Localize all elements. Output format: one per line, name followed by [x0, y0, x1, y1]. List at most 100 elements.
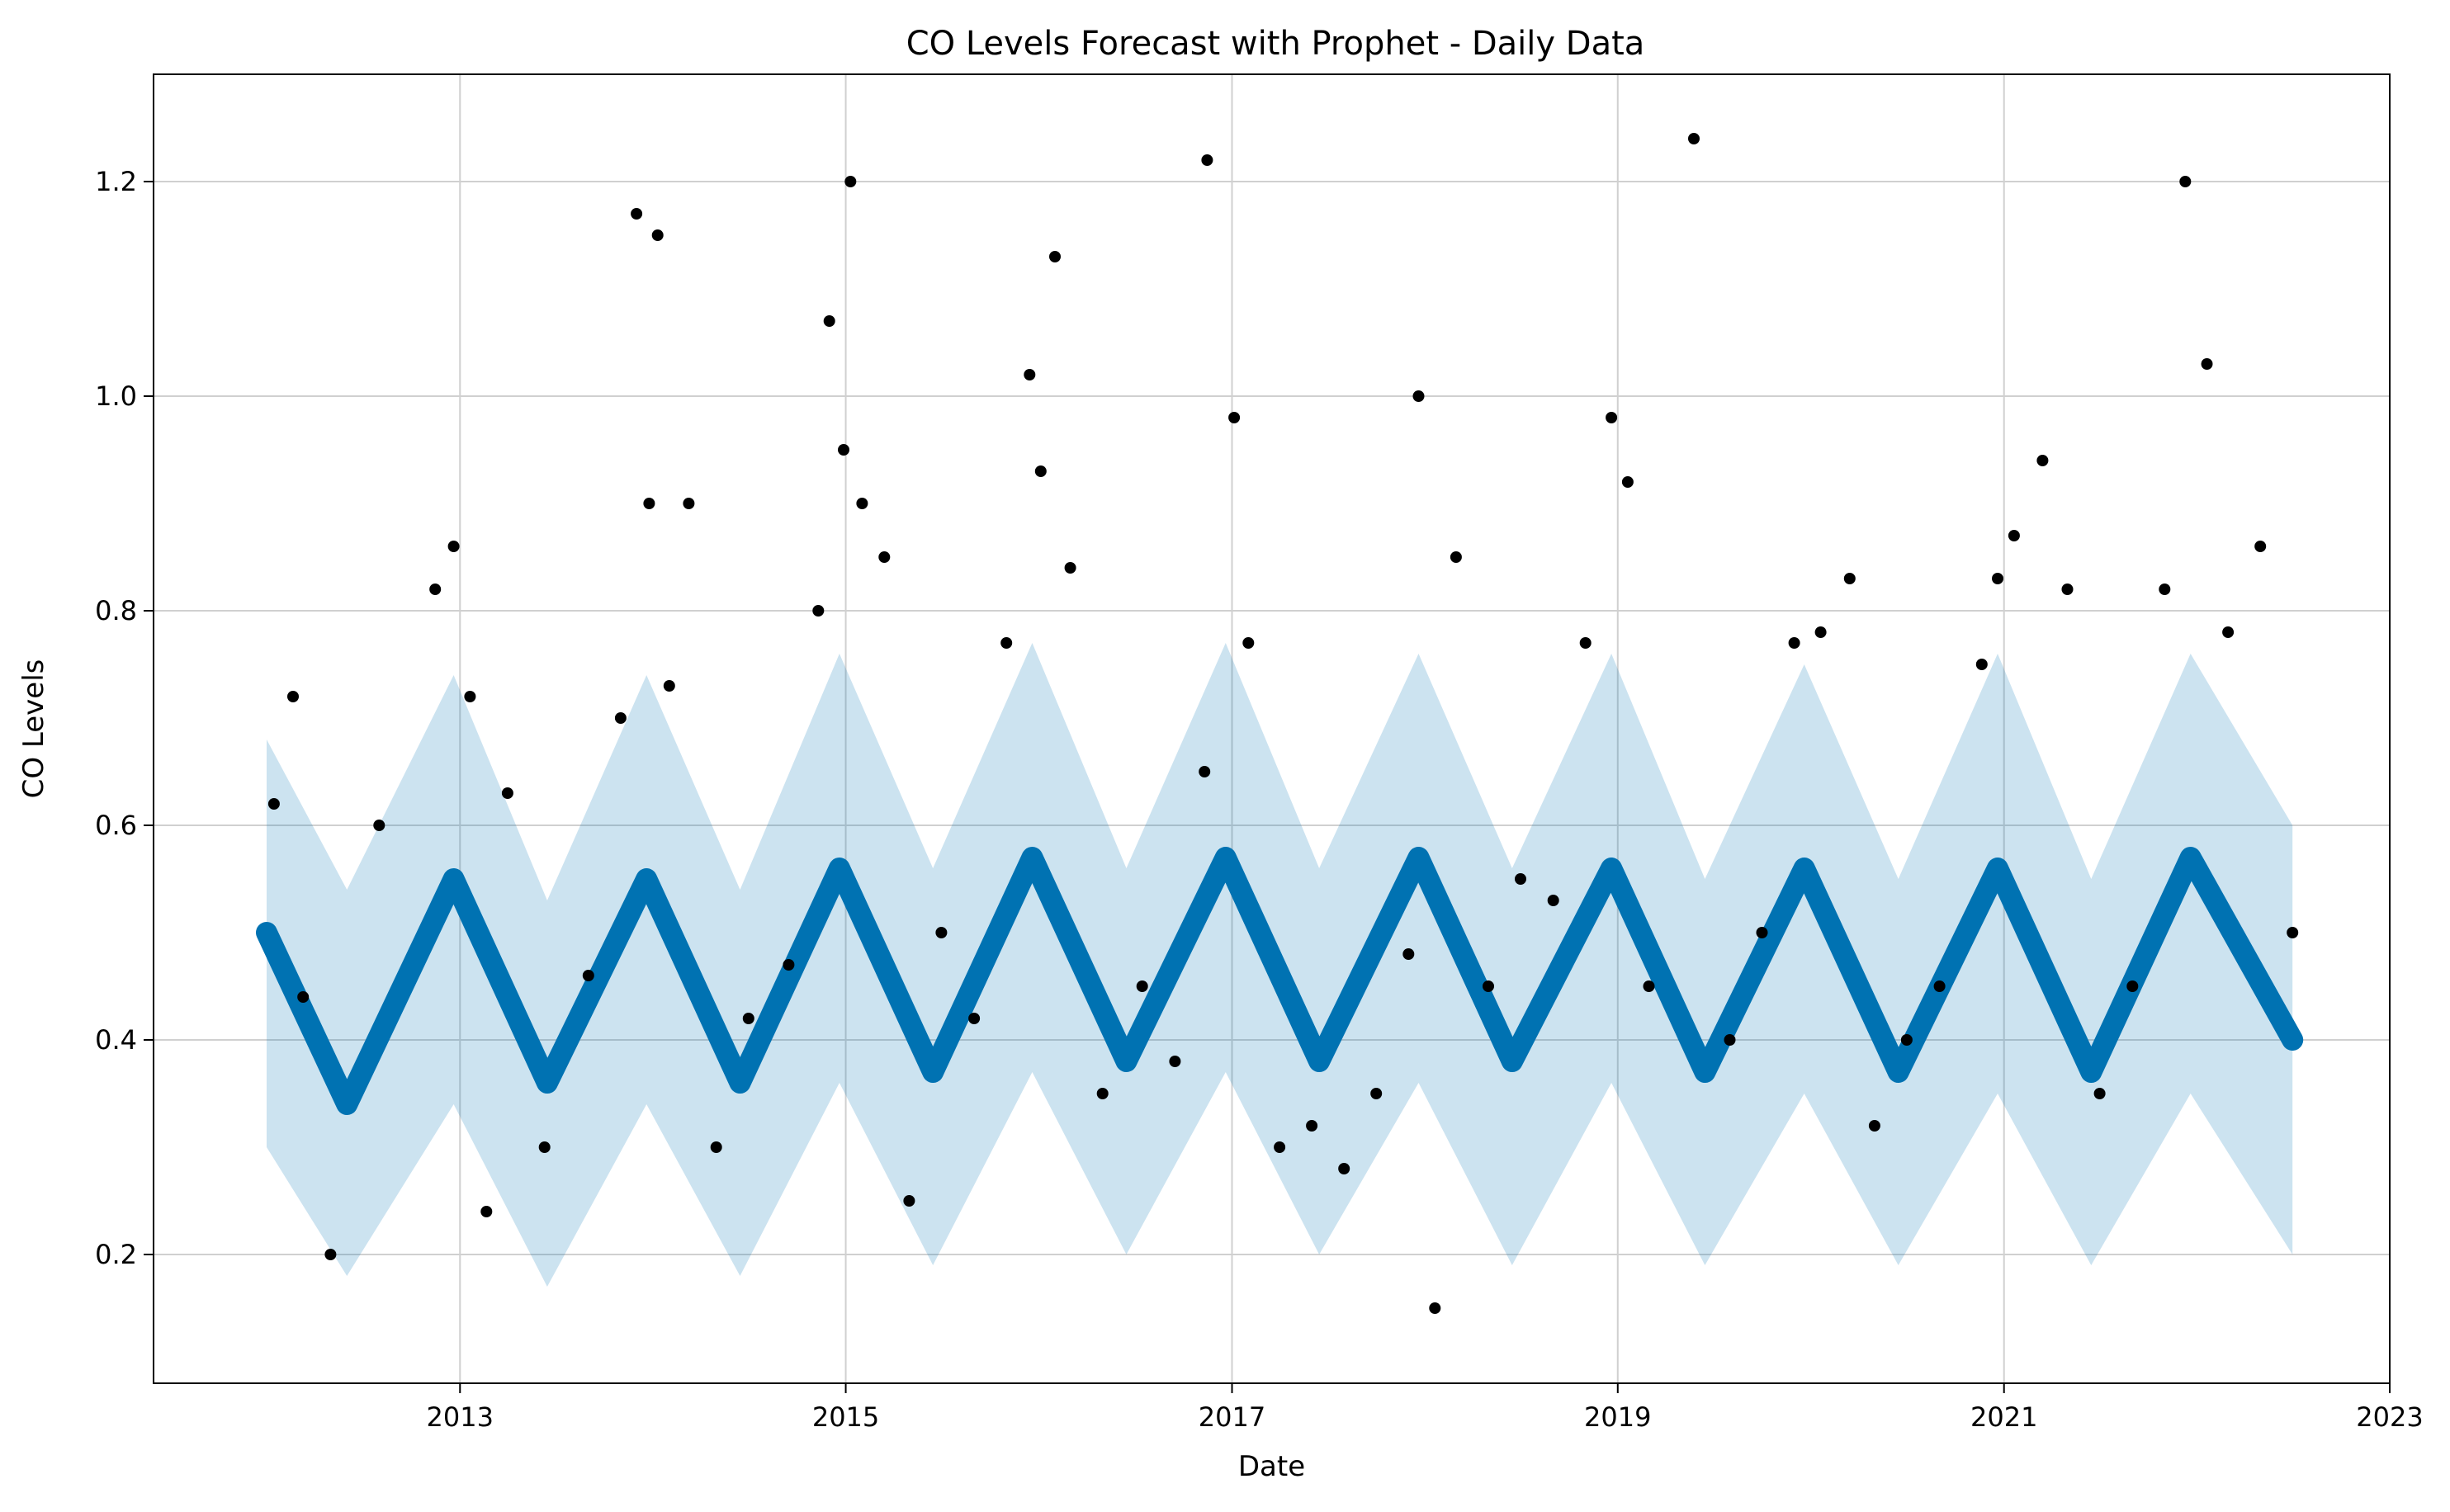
observed-point: [1429, 1302, 1441, 1314]
observed-point: [1483, 980, 1494, 992]
observed-point: [1515, 873, 1526, 885]
observed-point: [1242, 637, 1255, 649]
observed-point: [1306, 1120, 1318, 1132]
observed-point: [2008, 530, 2020, 541]
observed-point: [1169, 1056, 1181, 1067]
observed-point: [1992, 573, 2003, 584]
observed-point: [878, 551, 891, 563]
y-tick-label: 1.0: [95, 380, 137, 412]
observed-point: [1136, 980, 1148, 992]
observed-point: [464, 691, 476, 702]
chart-title: CO Levels Forecast with Prophet - Daily …: [906, 25, 1645, 63]
observed-point: [1000, 637, 1013, 649]
y-tick-label: 1.2: [95, 166, 137, 197]
observed-point: [1933, 980, 1946, 992]
observed-point: [1606, 412, 1618, 423]
observed-point: [631, 208, 643, 220]
observed-point: [287, 691, 299, 702]
observed-point: [1975, 659, 1988, 670]
observed-point: [838, 444, 849, 456]
observed-point: [2179, 176, 2192, 187]
x-axis-label: Date: [1238, 1450, 1305, 1483]
observed-point: [2201, 358, 2213, 370]
x-tick-label: 2019: [1584, 1401, 1651, 1433]
x-axis-ticks: 2013 2015 2017 2019 2021 2023: [427, 1383, 2424, 1433]
observed-point: [1338, 1163, 1350, 1174]
observed-point: [2159, 584, 2171, 595]
observed-point: [2254, 541, 2267, 552]
y-tick-label: 0.4: [95, 1024, 137, 1056]
observed-point: [1688, 133, 1700, 144]
observed-point: [373, 820, 385, 831]
y-tick-label: 0.6: [95, 810, 137, 841]
forecast-line-layer: [256, 847, 2304, 1115]
observed-point: [297, 991, 310, 1003]
observed-point: [480, 1206, 493, 1217]
x-tick-label: 2023: [2356, 1401, 2423, 1433]
observed-point: [501, 787, 513, 799]
observed-point: [856, 498, 868, 509]
observed-point: [1034, 465, 1047, 477]
observed-point: [1788, 637, 1800, 649]
observed-point: [823, 315, 835, 327]
x-tick-label: 2015: [812, 1401, 879, 1433]
observed-point: [2222, 626, 2235, 638]
observed-point: [1900, 1034, 1913, 1046]
x-tick-label: 2021: [1970, 1401, 2037, 1433]
observed-point: [324, 1249, 337, 1260]
observed-point: [1843, 573, 1856, 584]
observed-point: [1412, 390, 1425, 402]
observed-point: [1402, 948, 1415, 960]
observed-point: [2061, 584, 2074, 595]
observed-point: [742, 1013, 754, 1024]
observed-point: [1756, 927, 1768, 938]
observed-point: [1274, 1141, 1286, 1153]
observed-points: [267, 133, 2299, 1314]
observed-point: [1643, 980, 1655, 992]
y-axis-ticks: 0.2 0.4 0.6 0.8 1.0 1.2: [95, 166, 154, 1270]
y-tick-label: 0.2: [95, 1239, 137, 1270]
observed-point: [582, 970, 594, 981]
observed-point: [1096, 1088, 1109, 1099]
observed-point: [1814, 626, 1827, 638]
observed-point: [538, 1141, 551, 1153]
observed-point: [429, 584, 442, 595]
observed-point: [651, 229, 664, 241]
y-axis-label: CO Levels: [17, 659, 50, 799]
observed-point: [1724, 1034, 1736, 1046]
observed-point: [614, 712, 627, 724]
observed-point: [935, 927, 948, 938]
observed-point: [2126, 980, 2139, 992]
observed-point: [1450, 551, 1462, 563]
observed-point: [267, 798, 280, 810]
plot-frame: [153, 73, 2391, 1384]
observed-point: [1547, 895, 1559, 906]
observed-point: [812, 605, 825, 617]
observed-point: [903, 1195, 915, 1207]
y-tick-label: 0.8: [95, 595, 137, 626]
observed-point: [1049, 251, 1061, 262]
observed-point: [683, 498, 695, 509]
observed-point: [844, 176, 857, 187]
observed-point: [2287, 927, 2299, 938]
observed-point: [663, 680, 675, 692]
observed-point: [1621, 476, 1634, 488]
observed-point: [710, 1141, 722, 1153]
observed-point: [1024, 369, 1036, 380]
observed-point: [1064, 562, 1076, 574]
observed-point: [1228, 412, 1241, 423]
observed-point: [2093, 1088, 2106, 1099]
observed-point: [968, 1013, 981, 1024]
x-tick-label: 2013: [427, 1401, 494, 1433]
observed-point: [447, 541, 460, 552]
forecast-line: [256, 847, 2304, 1115]
observed-point: [783, 959, 795, 971]
observed-point: [1199, 766, 1211, 777]
observed-point: [2036, 455, 2049, 466]
observed-point: [1579, 637, 1592, 649]
observed-point: [1370, 1088, 1383, 1099]
x-tick-label: 2017: [1199, 1401, 1265, 1433]
observed-point: [643, 498, 655, 509]
observed-point: [1868, 1120, 1880, 1132]
